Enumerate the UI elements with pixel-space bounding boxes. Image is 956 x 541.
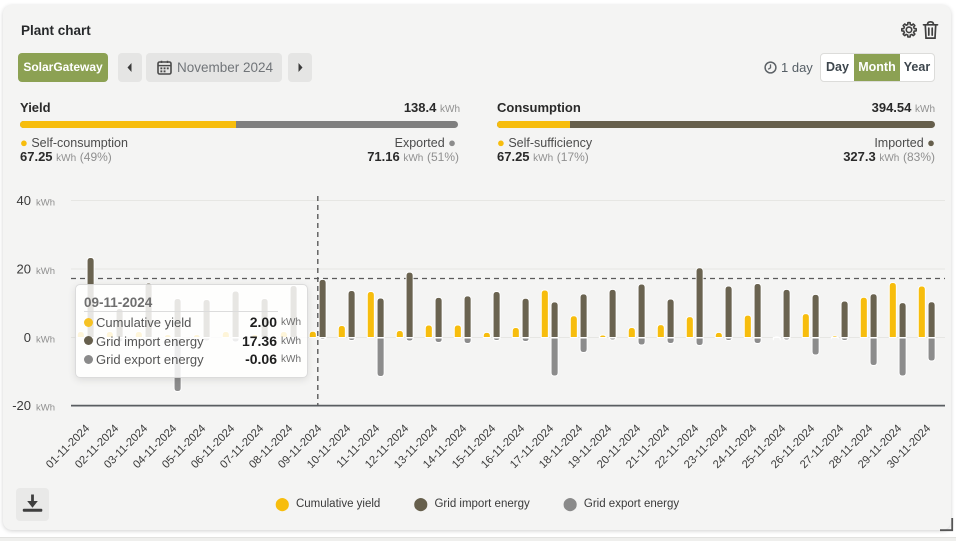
svg-text:kWh: kWh xyxy=(36,403,55,414)
svg-text:20: 20 xyxy=(17,262,31,277)
svg-text:40: 40 xyxy=(17,193,31,208)
svg-text:kWh: kWh xyxy=(36,266,55,277)
svg-text:-20: -20 xyxy=(12,398,31,413)
svg-text:kWh: kWh xyxy=(36,198,55,209)
svg-text:0: 0 xyxy=(24,330,31,345)
svg-text:kWh: kWh xyxy=(36,335,55,346)
